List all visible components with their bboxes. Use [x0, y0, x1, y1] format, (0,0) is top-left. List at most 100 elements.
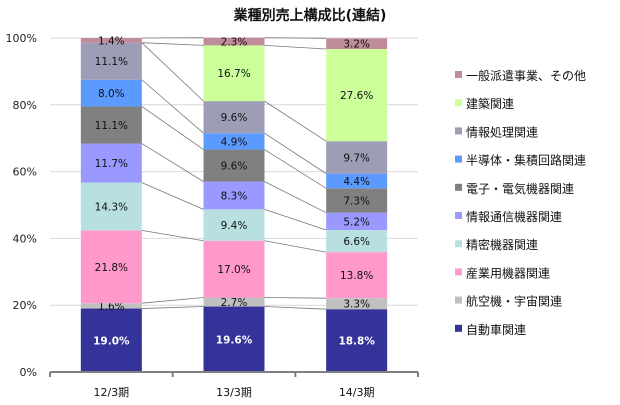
bar-segment — [326, 252, 388, 299]
y-tick-label: 60% — [13, 166, 37, 179]
y-tick-label: 100% — [6, 32, 37, 45]
data-label: 19.6% — [216, 334, 253, 346]
connector-line — [264, 132, 327, 174]
connector-line — [141, 229, 204, 242]
connector-line — [141, 42, 204, 102]
y-tick-label: 80% — [13, 99, 37, 112]
data-label: 9.6% — [221, 161, 248, 173]
data-label: 14.3% — [95, 202, 128, 214]
x-category-label: 14/3期 — [339, 386, 375, 399]
data-label: 27.6% — [340, 90, 373, 102]
x-category-label: 13/3期 — [216, 386, 252, 399]
legend-label: 一般派遣事業、その他 — [466, 68, 586, 83]
legend-swatch — [455, 127, 462, 135]
bar-segment — [326, 309, 388, 372]
bar-segment — [203, 306, 265, 372]
data-label: 19.0% — [93, 335, 130, 347]
legend-swatch — [455, 296, 462, 304]
connector-line — [264, 306, 327, 310]
y-tick-label: 40% — [13, 232, 37, 245]
bar-segment — [203, 133, 265, 150]
connector-line — [264, 208, 327, 231]
data-label: 9.4% — [221, 220, 248, 232]
legend-swatch — [455, 240, 462, 248]
connector-line — [264, 37, 327, 39]
data-label: 11.1% — [95, 56, 128, 68]
bar-segment — [80, 42, 142, 80]
connector-line — [264, 44, 327, 50]
x-category-label: 12/3期 — [93, 386, 129, 399]
data-label: 16.7% — [217, 68, 250, 80]
data-label: 18.8% — [338, 336, 375, 348]
bar-segment — [80, 230, 142, 304]
bar-segment — [203, 149, 265, 182]
legend-label: 電子・電気機器関連 — [466, 181, 574, 196]
bar-segment — [203, 37, 265, 46]
legend-label: 情報処理関連 — [466, 125, 538, 139]
connector-line — [264, 181, 327, 214]
data-label: 8.3% — [221, 190, 248, 202]
data-label: 7.3% — [343, 195, 370, 207]
y-tick-label: 20% — [13, 299, 37, 312]
data-label: 1.4% — [98, 35, 125, 47]
data-label: 4.4% — [343, 176, 370, 188]
data-label: 9.7% — [343, 152, 370, 164]
bar-segment — [326, 173, 388, 189]
legend-swatch — [455, 155, 462, 163]
legend-swatch — [455, 183, 462, 191]
bar-segment — [326, 38, 388, 50]
connector-line — [141, 297, 204, 304]
legend-label: 航空機・宇宙関連 — [466, 294, 562, 309]
bar-segment — [80, 182, 142, 231]
legend-label: 情報通信機器関連 — [466, 209, 562, 224]
data-label: 3.3% — [343, 299, 370, 311]
bar-segment — [203, 297, 265, 307]
legend-swatch — [455, 99, 462, 107]
bar-segment — [326, 212, 388, 231]
bar-segment — [326, 230, 388, 253]
legend-label: 自動車関連 — [466, 323, 526, 337]
legend-label: 建築関連 — [466, 96, 514, 111]
bar-segment — [203, 209, 265, 241]
connector-line — [141, 143, 204, 182]
connector-line — [141, 106, 204, 150]
connector-line — [141, 306, 204, 309]
y-tick-label: 0% — [20, 366, 37, 379]
data-label: 5.2% — [343, 216, 370, 228]
data-label: 2.7% — [221, 297, 248, 309]
data-label: 21.8% — [95, 262, 128, 274]
connector-line — [141, 79, 204, 134]
bar-segment — [203, 181, 265, 210]
bar-segment — [203, 101, 265, 134]
bar-segment — [80, 143, 142, 183]
bar-segment — [80, 308, 142, 372]
chart-title: 業種別売上構成比(連結) — [233, 7, 387, 24]
bar-segment — [80, 38, 142, 43]
legend-label: 産業用機器関連 — [466, 265, 550, 280]
data-label: 4.9% — [221, 136, 248, 148]
bar-segment — [326, 49, 388, 142]
data-label: 9.6% — [221, 112, 248, 124]
legend-swatch — [455, 212, 462, 219]
data-label: 11.7% — [95, 158, 128, 170]
bar-segment — [203, 240, 265, 298]
connector-line — [264, 240, 327, 253]
bar-segment — [80, 79, 142, 107]
data-label: 13.8% — [340, 270, 373, 282]
legend-label: 精密機器関連 — [466, 237, 538, 252]
data-label: 1.6% — [98, 301, 125, 313]
connector-line — [264, 297, 327, 299]
legend-swatch — [455, 268, 462, 276]
connector-line — [141, 182, 204, 210]
bar-segment — [203, 45, 265, 102]
connector-line — [264, 149, 327, 189]
connector-line — [264, 100, 327, 142]
connector-line — [141, 42, 204, 46]
bar-segment — [326, 188, 388, 213]
legend-swatch — [455, 71, 462, 78]
data-label: 11.1% — [95, 120, 128, 132]
data-label: 2.3% — [221, 37, 248, 49]
data-label: 3.2% — [343, 39, 370, 51]
bar-segment — [326, 298, 388, 310]
